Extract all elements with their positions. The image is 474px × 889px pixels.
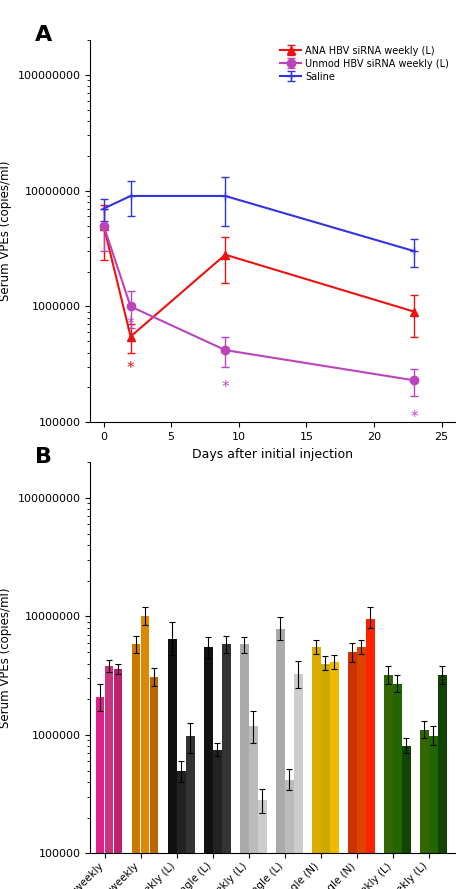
Bar — [204, 647, 212, 889]
Bar — [213, 749, 221, 889]
Bar — [294, 674, 302, 889]
Bar — [330, 662, 338, 889]
Text: *: * — [127, 361, 135, 376]
Bar — [141, 616, 149, 889]
Bar — [420, 730, 428, 889]
Bar — [258, 800, 266, 889]
Bar — [168, 638, 176, 889]
Bar — [105, 666, 113, 889]
X-axis label: Days after initial injection: Days after initial injection — [192, 447, 353, 461]
Text: *: * — [221, 380, 229, 395]
Text: *: * — [127, 316, 135, 332]
Y-axis label: Serum VPEs (copies/ml): Serum VPEs (copies/ml) — [0, 161, 12, 301]
Bar — [249, 725, 257, 889]
Bar — [240, 645, 248, 889]
Bar — [312, 647, 320, 889]
Bar — [366, 619, 374, 889]
Text: A: A — [36, 25, 53, 44]
Bar — [150, 677, 158, 889]
Bar — [177, 771, 185, 889]
Bar — [384, 675, 392, 889]
Bar — [285, 780, 293, 889]
Bar — [357, 647, 365, 889]
Text: B: B — [36, 446, 52, 467]
Y-axis label: Serum VPEs (copies/ml): Serum VPEs (copies/ml) — [0, 588, 12, 728]
Bar — [222, 645, 230, 889]
Bar — [348, 653, 356, 889]
Bar — [429, 736, 438, 889]
Bar — [186, 736, 194, 889]
Bar — [321, 663, 329, 889]
Bar — [132, 645, 140, 889]
Legend: ANA HBV siRNA weekly (L), Unmod HBV siRNA weekly (L), Saline: ANA HBV siRNA weekly (L), Unmod HBV siRN… — [279, 44, 450, 83]
Bar — [393, 684, 401, 889]
Bar — [114, 669, 122, 889]
Bar — [276, 629, 284, 889]
Text: *: * — [410, 410, 418, 425]
Bar — [402, 747, 410, 889]
Bar — [438, 675, 447, 889]
Bar — [96, 697, 104, 889]
